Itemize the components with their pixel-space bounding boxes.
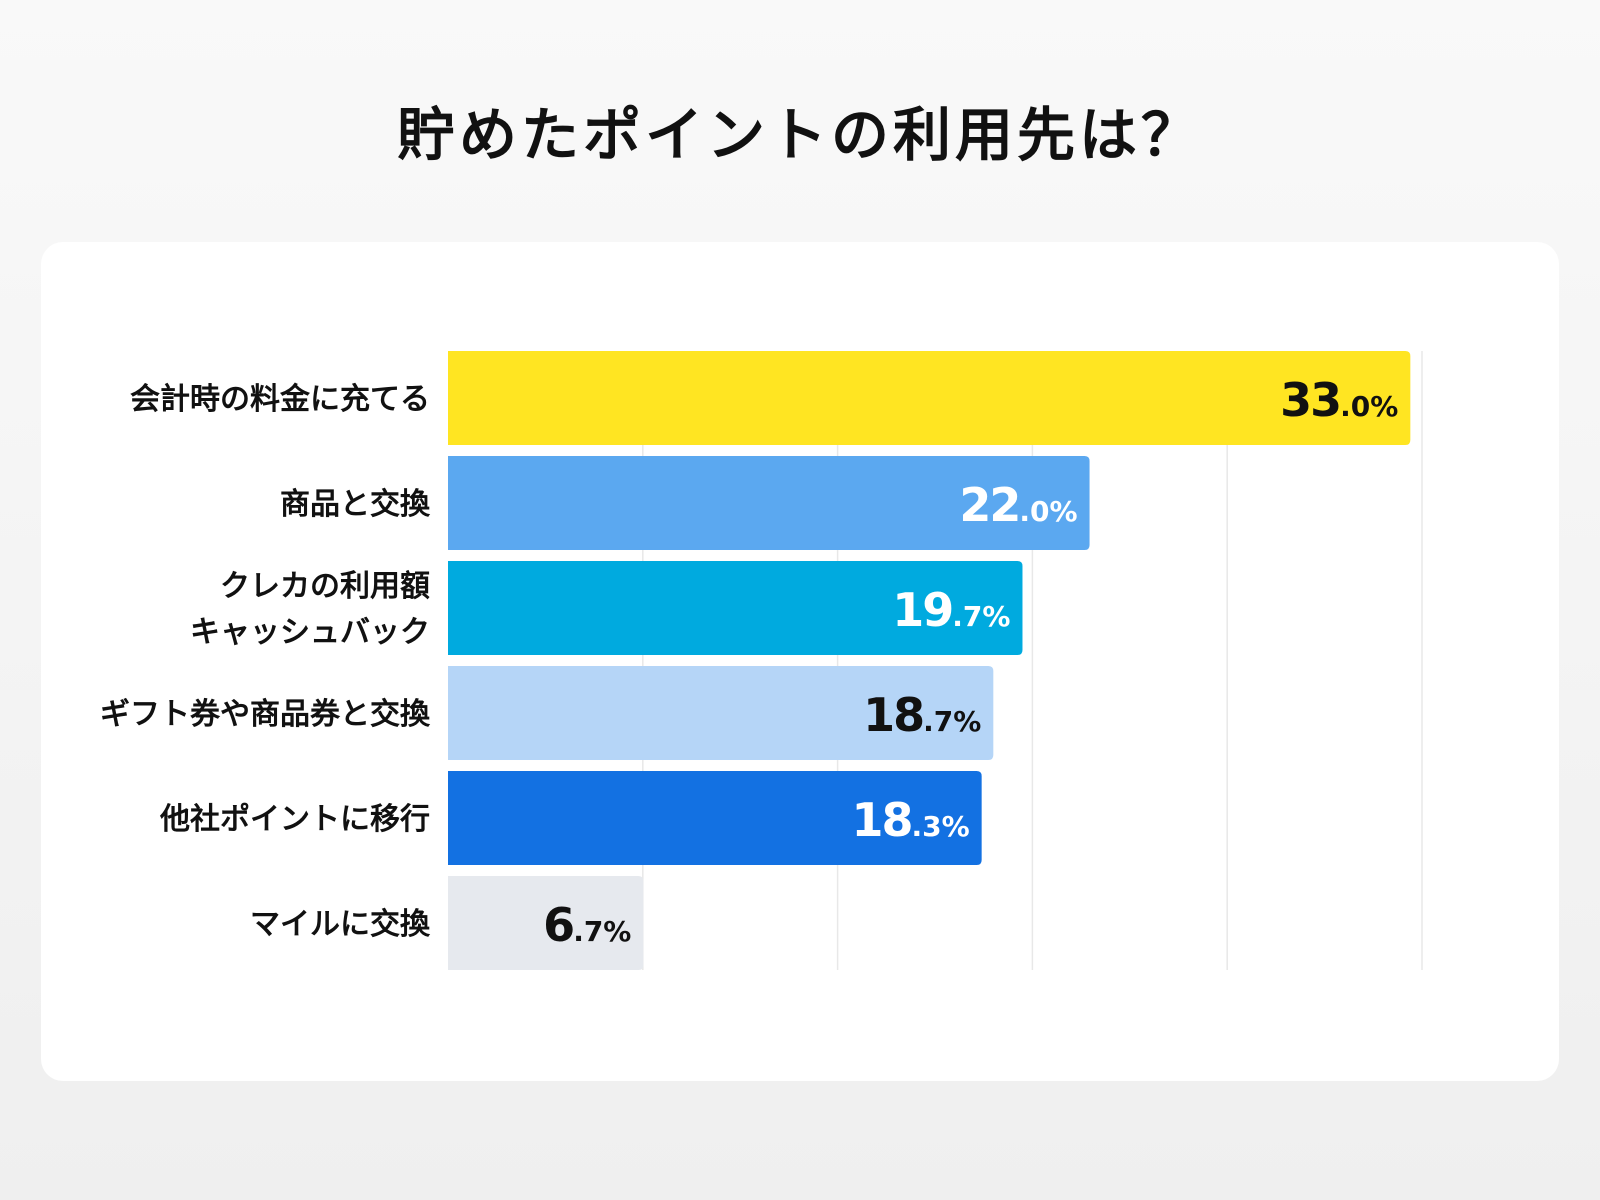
bar xyxy=(448,666,994,760)
bar xyxy=(448,456,1090,550)
category-label: 会計時の料金に充てる xyxy=(130,382,430,417)
data-label: 33.0% xyxy=(1280,373,1398,427)
category-label: キャッシュバック xyxy=(190,615,430,650)
category-label: クレカの利用額 xyxy=(220,569,430,604)
category-label: 他社ポイントに移行 xyxy=(159,802,430,837)
bar xyxy=(448,876,644,970)
category-label: マイルに交換 xyxy=(250,907,431,942)
data-label: 18.7% xyxy=(863,688,981,742)
bar xyxy=(448,771,982,865)
bar xyxy=(448,351,1411,445)
data-label: 6.7% xyxy=(543,898,631,952)
category-label: ギフト券や商品券と交換 xyxy=(100,697,431,732)
data-label: 22.0% xyxy=(959,478,1077,532)
bar xyxy=(448,561,1023,655)
chart-title: 貯めたポイントの利用先は？ xyxy=(396,101,1203,169)
data-label: 18.3% xyxy=(851,793,969,847)
category-label: 商品と交換 xyxy=(280,487,431,522)
data-label: 19.7% xyxy=(892,583,1010,637)
